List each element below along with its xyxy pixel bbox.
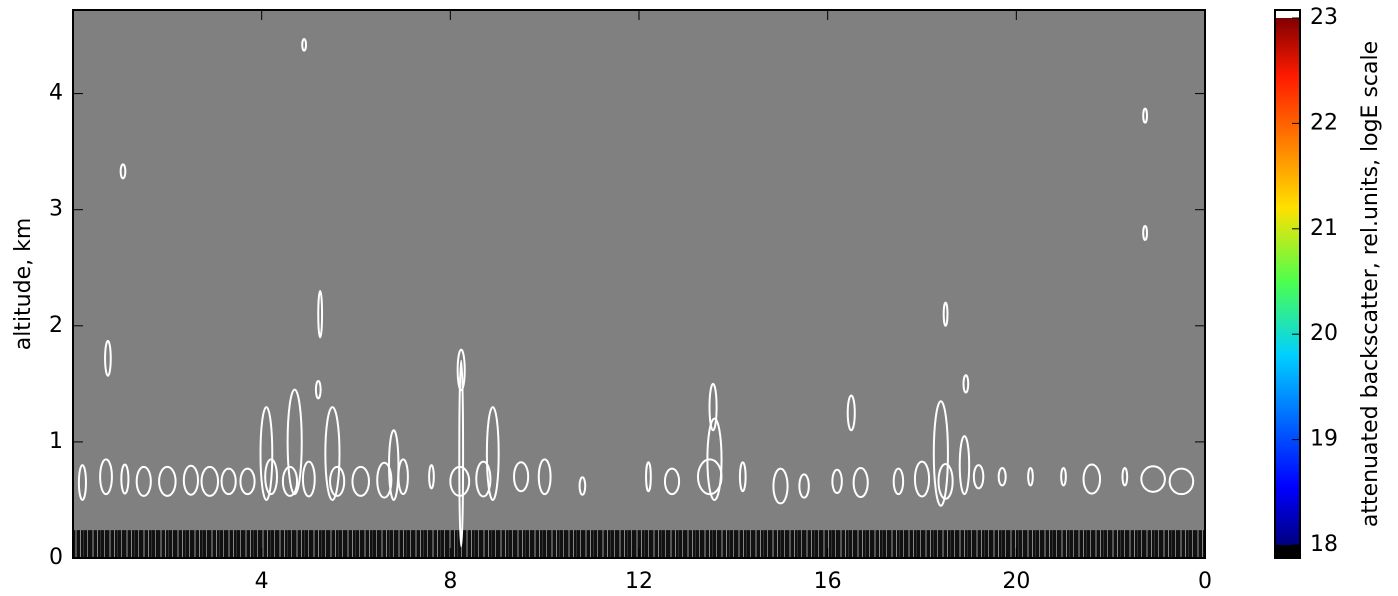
contour bbox=[1140, 465, 1166, 493]
contour bbox=[798, 473, 810, 499]
contour bbox=[846, 394, 856, 432]
colorbar-tick-label: 18 bbox=[1310, 532, 1338, 557]
contour bbox=[301, 38, 308, 52]
contour bbox=[772, 467, 789, 505]
contour bbox=[645, 461, 652, 493]
contour bbox=[329, 465, 346, 497]
colorbar-tick-label: 23 bbox=[1310, 5, 1338, 30]
x-tick-label: 4 bbox=[255, 569, 269, 594]
y-tick-label: 3 bbox=[49, 197, 63, 222]
contour bbox=[942, 301, 949, 327]
contour bbox=[77, 464, 87, 501]
contour bbox=[485, 406, 500, 501]
colorbar-over bbox=[1275, 10, 1300, 18]
y-axis-label: altitude, km bbox=[11, 218, 36, 351]
contour bbox=[537, 458, 552, 496]
contour bbox=[831, 468, 843, 494]
contour bbox=[351, 465, 370, 497]
contour bbox=[892, 467, 905, 496]
contour bbox=[937, 462, 954, 500]
contour bbox=[317, 289, 324, 339]
contour bbox=[264, 458, 278, 496]
contour bbox=[456, 348, 466, 392]
y-tick-label: 2 bbox=[49, 313, 63, 338]
x-tick-label: 20 bbox=[1002, 569, 1030, 594]
contour bbox=[286, 388, 303, 496]
contour bbox=[1142, 224, 1148, 241]
contour bbox=[158, 465, 177, 497]
contour bbox=[99, 458, 113, 496]
contour bbox=[962, 374, 970, 394]
contour bbox=[301, 460, 316, 498]
colorbar-under bbox=[1275, 545, 1300, 558]
contour bbox=[220, 467, 237, 496]
contour bbox=[738, 461, 747, 493]
contour bbox=[281, 465, 299, 497]
contour bbox=[324, 406, 341, 501]
contour bbox=[120, 463, 130, 495]
contour bbox=[972, 464, 985, 490]
contour bbox=[706, 417, 723, 501]
contour bbox=[376, 461, 393, 499]
contour bbox=[852, 467, 869, 499]
contour bbox=[1060, 467, 1067, 487]
contour bbox=[239, 467, 256, 496]
x-tick-label: 16 bbox=[814, 569, 842, 594]
contour bbox=[1027, 467, 1034, 487]
contour bbox=[200, 465, 220, 497]
contour bbox=[913, 460, 931, 498]
field-background bbox=[73, 10, 1205, 558]
contour bbox=[428, 464, 435, 490]
contour bbox=[449, 465, 471, 497]
contour bbox=[513, 461, 530, 493]
contour bbox=[1121, 467, 1129, 487]
contour bbox=[135, 465, 152, 497]
contour bbox=[259, 406, 274, 501]
contour bbox=[958, 435, 971, 496]
contour bbox=[1082, 463, 1102, 495]
contour bbox=[932, 400, 949, 507]
contour bbox=[997, 467, 1007, 487]
contour bbox=[104, 339, 112, 377]
colorbar-label: attenuated backscatter, rel.units, logE … bbox=[1358, 41, 1383, 527]
contour bbox=[1142, 107, 1148, 124]
contour bbox=[475, 460, 492, 498]
colorbar-gradient bbox=[1275, 18, 1300, 545]
x-tick-label: 12 bbox=[625, 569, 653, 594]
y-tick-label: 0 bbox=[49, 545, 63, 570]
x-tick-label: 0 bbox=[1198, 569, 1212, 594]
y-tick-label: 1 bbox=[49, 429, 63, 454]
contour bbox=[708, 382, 718, 432]
colorbar-tick-label: 22 bbox=[1310, 110, 1338, 135]
colorbar-frame bbox=[1274, 9, 1301, 559]
contour bbox=[663, 467, 681, 496]
contour bbox=[388, 429, 400, 501]
colorbar-tick-label: 20 bbox=[1310, 321, 1338, 346]
x-tick-label: 8 bbox=[443, 569, 457, 594]
contour bbox=[1168, 467, 1195, 496]
contour bbox=[182, 464, 199, 496]
contour bbox=[119, 163, 127, 180]
colorbar-tick-label: 19 bbox=[1310, 427, 1338, 452]
contour bbox=[578, 476, 587, 496]
contour bbox=[458, 359, 465, 548]
colorbar-tick-label: 21 bbox=[1310, 216, 1338, 241]
contour bbox=[314, 379, 322, 400]
y-tick-label: 4 bbox=[49, 81, 63, 106]
